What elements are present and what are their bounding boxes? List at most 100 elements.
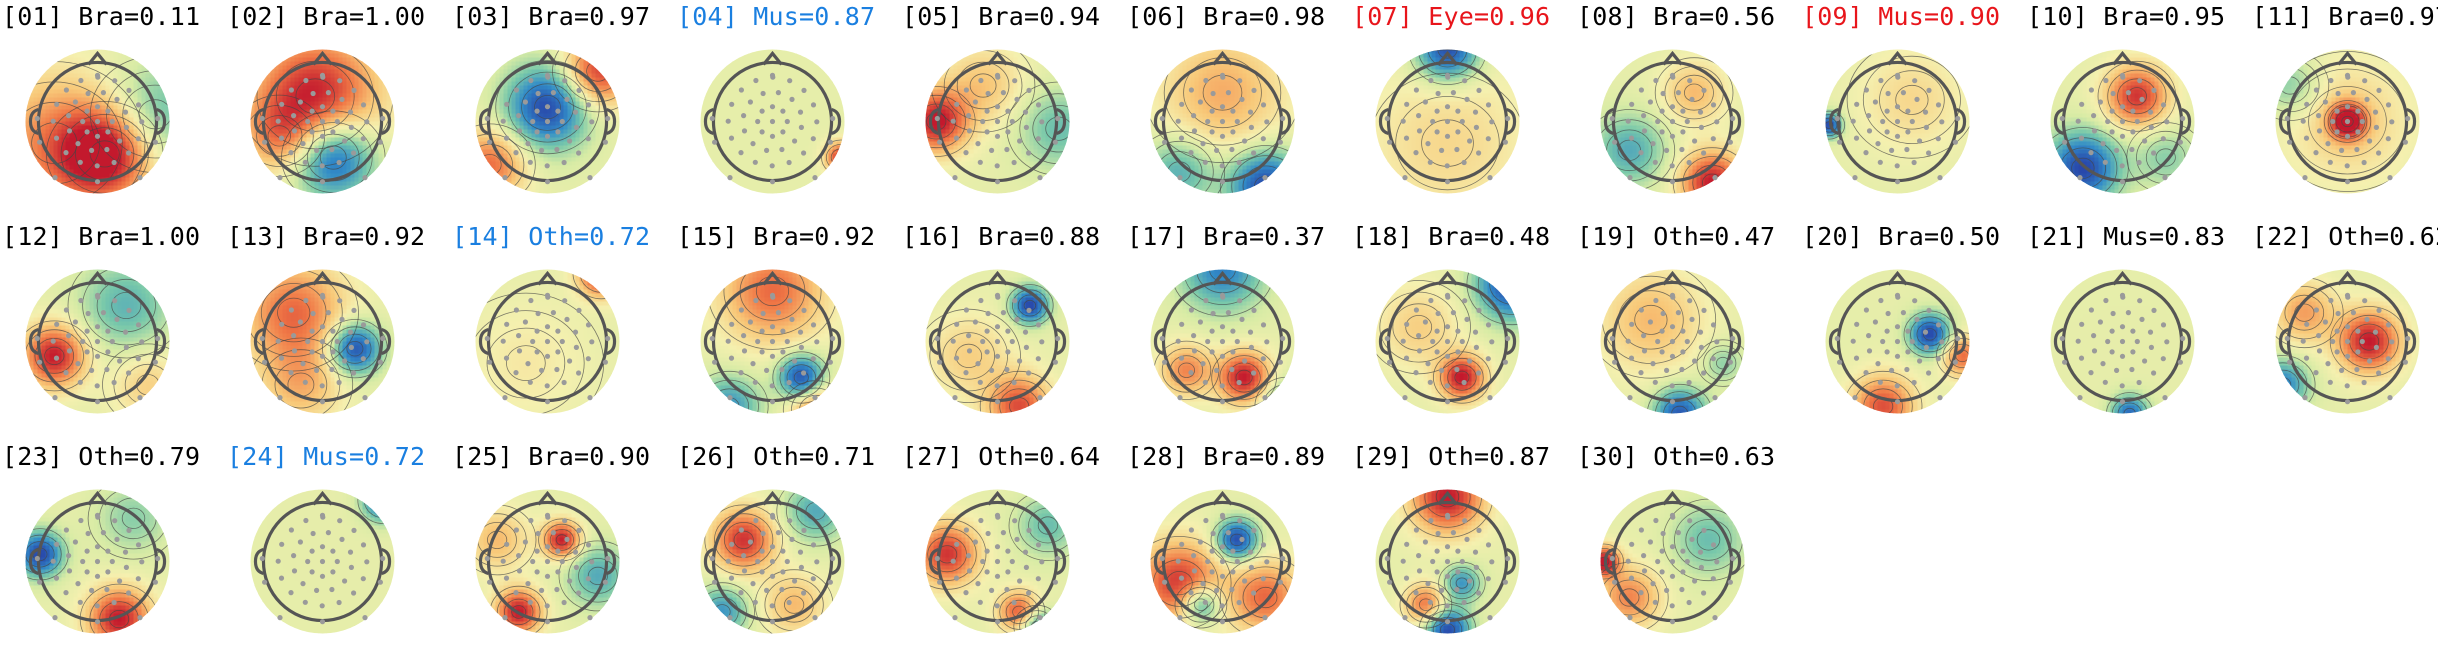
sensor-dot — [712, 139, 718, 145]
component-cell: [29] Oth=0.87 — [1350, 442, 1575, 657]
nose-marker — [1887, 50, 1908, 66]
sensor-dot — [1175, 558, 1181, 564]
sensor-dot — [1926, 370, 1932, 376]
sensor-dot — [2129, 146, 2135, 153]
sensor-dot — [1884, 108, 1890, 114]
sensor-dot — [2355, 108, 2361, 114]
sensor-dot — [1175, 338, 1181, 344]
sensor-dot — [759, 129, 765, 135]
sensor-dot — [1188, 590, 1194, 596]
sensor-dot — [362, 615, 368, 621]
sensor-dot — [309, 129, 315, 135]
sensor-dot — [1413, 150, 1419, 156]
sensor-dot — [1905, 129, 1911, 135]
sensor-dot — [2359, 338, 2365, 345]
sensor-dot — [738, 370, 744, 376]
sensor-dot — [1188, 370, 1194, 376]
sensor-dot — [827, 359, 833, 365]
sensor-dot — [980, 558, 986, 565]
sensor-dot — [122, 329, 129, 335]
sensor-dot — [1687, 78, 1693, 84]
component-label: [04] Mus=0.87 — [677, 2, 875, 32]
sensor-dot — [2354, 366, 2360, 373]
sensor-dot — [2300, 118, 2306, 124]
ear-marker — [253, 547, 264, 576]
sensor-dot — [994, 573, 1001, 579]
component-label: [22] Oth=0.62 — [2252, 222, 2438, 252]
sensor-dot — [544, 324, 551, 330]
sensor-dot — [528, 517, 534, 524]
topomap — [700, 49, 845, 194]
sensor-dot — [1277, 359, 1283, 365]
sensor-dot — [784, 118, 790, 125]
sensor-dot — [1262, 615, 1268, 621]
nose-marker — [1212, 50, 1233, 66]
sensor-dot — [1035, 542, 1042, 548]
sensor-dot — [1670, 514, 1676, 520]
sensor-dot — [775, 530, 781, 536]
sensor-dot — [1459, 558, 1465, 565]
sensor-dot — [1219, 133, 1226, 139]
sensor-dot — [530, 558, 536, 565]
ear-marker — [28, 107, 39, 136]
sensor-dot — [54, 101, 60, 107]
component-label: [11] Bra=0.97 — [2252, 2, 2438, 32]
sensor-dot — [1188, 87, 1194, 93]
sensor-dot — [2177, 139, 2183, 145]
sensor-dot — [1650, 141, 1656, 147]
sensor-dot — [310, 90, 316, 97]
sensor-dot — [738, 150, 744, 156]
sensor-dot — [1911, 379, 1917, 386]
sensor-dot — [1670, 74, 1676, 80]
sensor-dot — [155, 115, 161, 122]
sensor-dot — [1485, 542, 1492, 548]
sensor-dot — [555, 328, 561, 334]
sensor-dot — [544, 619, 551, 625]
sensor-dot — [1455, 129, 1461, 135]
sensor-dot — [576, 307, 582, 313]
sensor-dot — [972, 319, 978, 325]
sensor-dot — [2162, 175, 2168, 181]
sensor-dot — [1230, 548, 1236, 554]
sensor-dot — [1727, 139, 1733, 145]
sensor-dot — [351, 307, 357, 313]
sensor-dot — [1684, 558, 1690, 565]
sensor-dot — [1641, 348, 1648, 354]
sensor-dot — [2136, 379, 2142, 386]
sensor-dot — [576, 527, 582, 533]
sensor-dot — [1904, 366, 1910, 373]
sensor-dot — [1413, 370, 1419, 376]
sensor-dot — [738, 590, 744, 596]
sensor-dot — [1687, 298, 1693, 304]
sensor-dot — [1260, 576, 1266, 582]
sensor-dot — [1220, 294, 1226, 300]
sensor-dot — [1884, 328, 1890, 334]
component-cell: [12] Bra=1.00 — [0, 222, 225, 437]
sensor-dot — [105, 328, 111, 334]
sensor-dot — [1403, 135, 1410, 141]
sensor-dot — [2077, 175, 2083, 181]
sensor-dot — [1004, 146, 1010, 153]
sensor-dot — [1236, 159, 1242, 166]
sensor-dot — [2373, 344, 2379, 350]
sensor-dot — [2330, 118, 2336, 125]
sensor-dot — [994, 163, 1000, 169]
component-label: [02] Bra=1.00 — [227, 2, 425, 32]
sensor-dot — [2078, 135, 2085, 141]
sensor-dot — [1680, 129, 1686, 135]
sensor-dot — [994, 104, 1001, 110]
sensor-dot — [1455, 328, 1461, 334]
sensor-dot — [780, 548, 786, 554]
sensor-dot — [1698, 564, 1704, 570]
sensor-dot — [152, 579, 158, 585]
sensor-dot — [1502, 139, 1508, 145]
sensor-dot — [934, 335, 940, 342]
sensor-dot — [975, 581, 981, 587]
component-label: [07] Eye=0.96 — [1352, 2, 1550, 32]
sensor-dot — [1926, 87, 1932, 93]
sensor-dot — [291, 568, 298, 574]
sensor-dot — [1435, 530, 1441, 537]
sensor-dot — [303, 297, 309, 304]
sensor-dot — [1669, 104, 1676, 110]
sensor-dot — [2062, 359, 2068, 365]
